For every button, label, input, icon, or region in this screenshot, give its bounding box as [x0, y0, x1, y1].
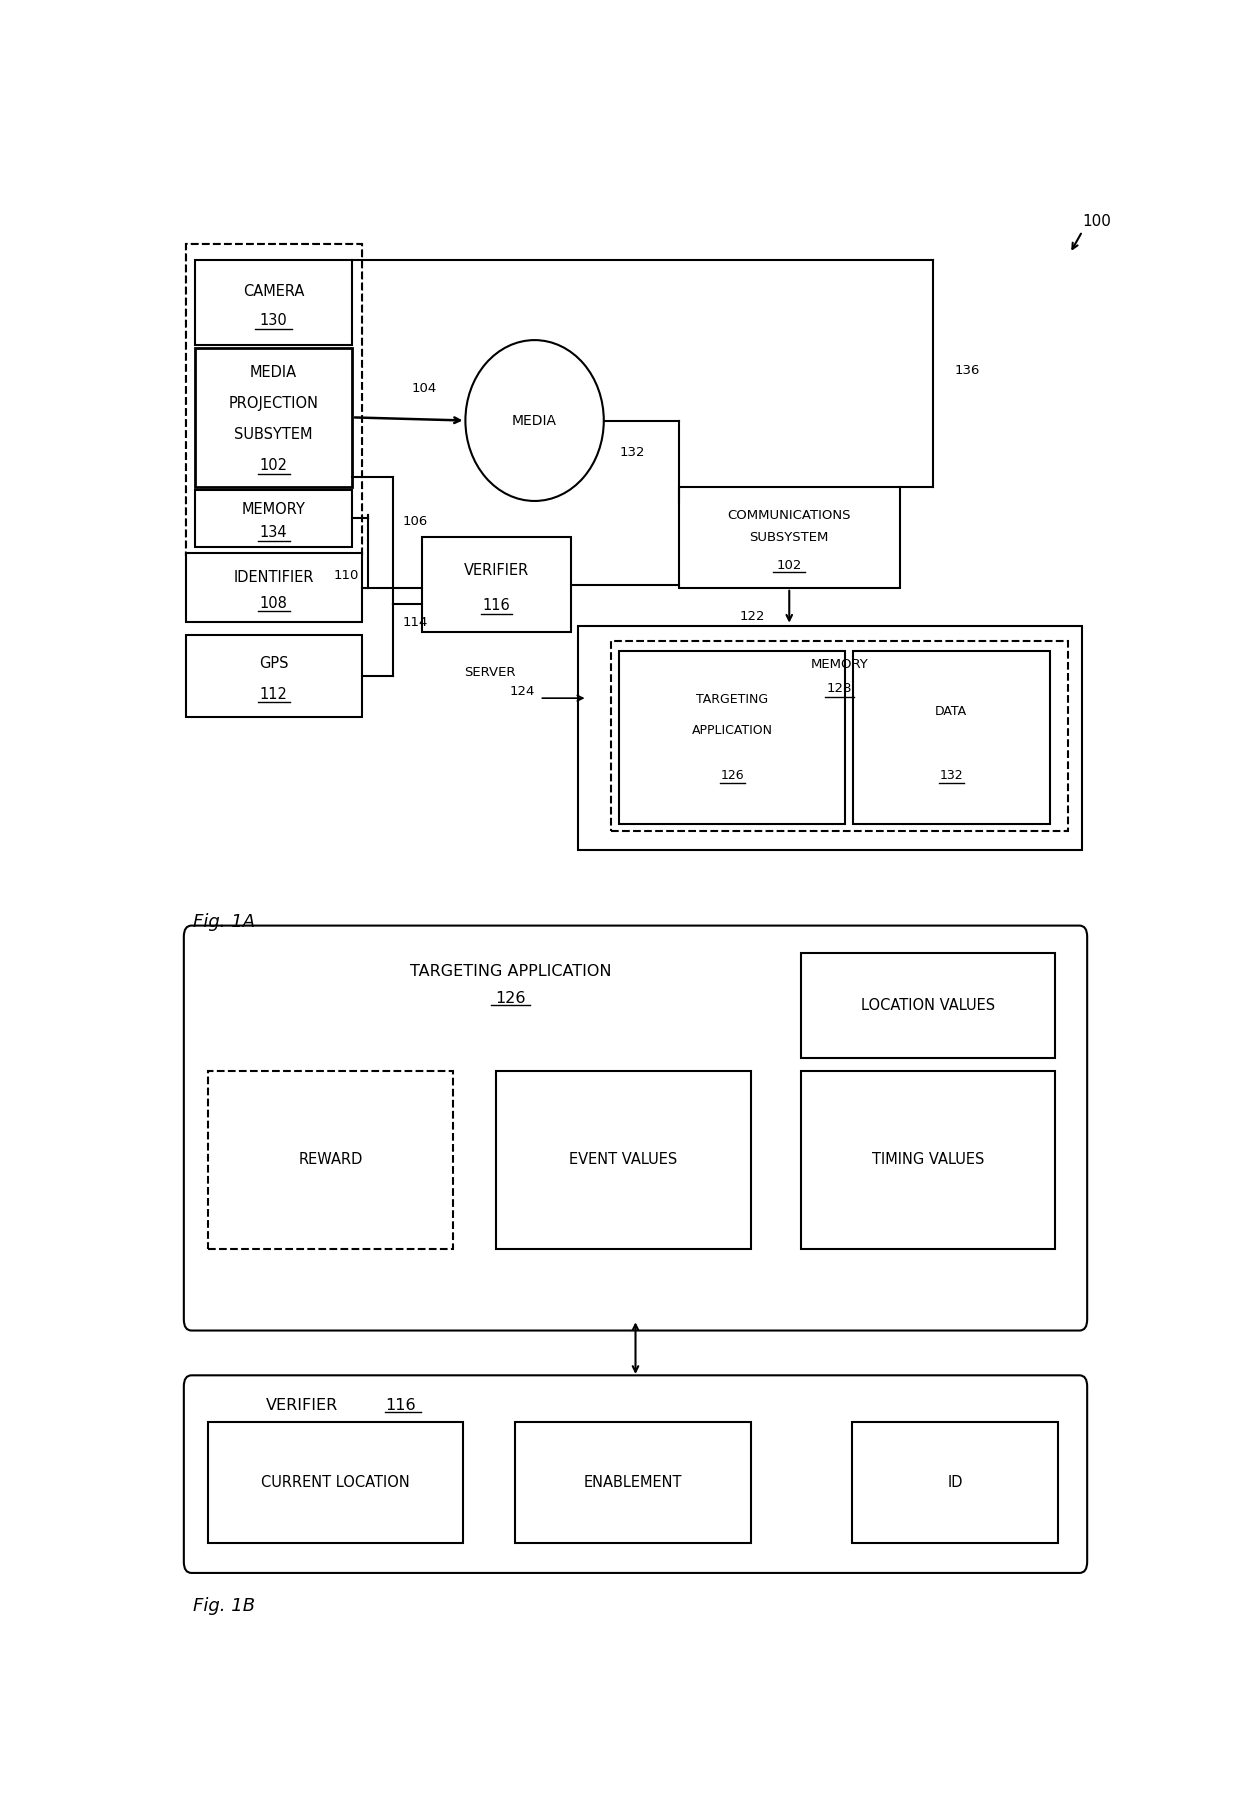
Text: 134: 134	[260, 526, 288, 540]
Bar	[496, 1070, 750, 1250]
Text: 114: 114	[403, 616, 428, 629]
Text: 102: 102	[259, 457, 288, 472]
Text: MEMORY: MEMORY	[242, 502, 305, 517]
Text: 106: 106	[403, 515, 428, 528]
Text: 112: 112	[259, 686, 288, 702]
Text: MEDIA: MEDIA	[512, 414, 557, 427]
Text: APPLICATION: APPLICATION	[692, 724, 773, 737]
Text: Fig. 1A: Fig. 1A	[193, 913, 255, 931]
Text: Fig. 1B: Fig. 1B	[193, 1597, 255, 1615]
Bar	[611, 641, 1068, 830]
Text: 108: 108	[259, 596, 288, 611]
Text: 128: 128	[827, 683, 852, 695]
Text: MEMORY: MEMORY	[811, 659, 868, 672]
Text: 104: 104	[412, 382, 436, 396]
Bar	[196, 490, 352, 548]
Text: SUBSYSTEM: SUBSYSTEM	[749, 531, 830, 544]
Text: PROJECTION: PROJECTION	[228, 396, 319, 411]
Text: 122: 122	[740, 609, 765, 623]
Text: TARGETING APPLICATION: TARGETING APPLICATION	[409, 964, 611, 980]
Bar	[801, 1070, 1055, 1250]
Text: MEDIA: MEDIA	[250, 366, 298, 380]
Text: CAMERA: CAMERA	[243, 285, 304, 299]
Bar	[186, 636, 362, 717]
Bar	[801, 953, 1055, 1057]
Text: ENABLEMENT: ENABLEMENT	[584, 1475, 682, 1489]
Text: TARGETING: TARGETING	[696, 693, 768, 706]
Bar	[186, 553, 362, 623]
Bar	[516, 1421, 750, 1543]
Text: GPS: GPS	[259, 656, 289, 672]
Text: CURRENT LOCATION: CURRENT LOCATION	[260, 1475, 409, 1489]
Text: TIMING VALUES: TIMING VALUES	[872, 1153, 985, 1167]
Text: EVENT VALUES: EVENT VALUES	[569, 1153, 677, 1167]
Bar	[186, 243, 362, 557]
Text: 132: 132	[940, 769, 963, 782]
Text: VERIFIER: VERIFIER	[464, 564, 529, 578]
Text: DATA: DATA	[935, 704, 967, 719]
Text: 116: 116	[386, 1398, 417, 1414]
Text: 124: 124	[510, 686, 534, 699]
FancyBboxPatch shape	[184, 1376, 1087, 1572]
Text: 132: 132	[620, 445, 645, 459]
Text: VERIFIER: VERIFIER	[265, 1398, 337, 1414]
FancyBboxPatch shape	[184, 926, 1087, 1331]
Bar	[208, 1070, 453, 1250]
Text: LOCATION VALUES: LOCATION VALUES	[861, 998, 996, 1012]
Bar	[422, 537, 572, 632]
Text: 102: 102	[776, 558, 802, 573]
Text: 116: 116	[482, 598, 511, 612]
Text: 130: 130	[260, 313, 288, 328]
Bar	[853, 650, 1050, 825]
Bar	[852, 1421, 1058, 1543]
Bar	[186, 243, 362, 557]
Text: IDENTIFIER: IDENTIFIER	[233, 569, 314, 585]
Text: SERVER: SERVER	[464, 666, 516, 679]
Text: ID: ID	[947, 1475, 962, 1489]
Text: COMMUNICATIONS: COMMUNICATIONS	[728, 508, 851, 522]
Bar	[208, 1421, 463, 1543]
Text: 100: 100	[1083, 214, 1111, 229]
Bar	[196, 259, 352, 344]
Bar	[678, 486, 900, 587]
Text: REWARD: REWARD	[298, 1153, 362, 1167]
Bar	[578, 625, 1083, 850]
Ellipse shape	[465, 340, 604, 501]
Text: 126: 126	[720, 769, 744, 782]
Text: SUBSYTEM: SUBSYTEM	[234, 427, 312, 441]
Bar	[619, 650, 844, 825]
Bar	[196, 348, 352, 486]
Text: 126: 126	[495, 991, 526, 1007]
Text: 110: 110	[334, 569, 358, 582]
Text: 136: 136	[955, 364, 980, 376]
